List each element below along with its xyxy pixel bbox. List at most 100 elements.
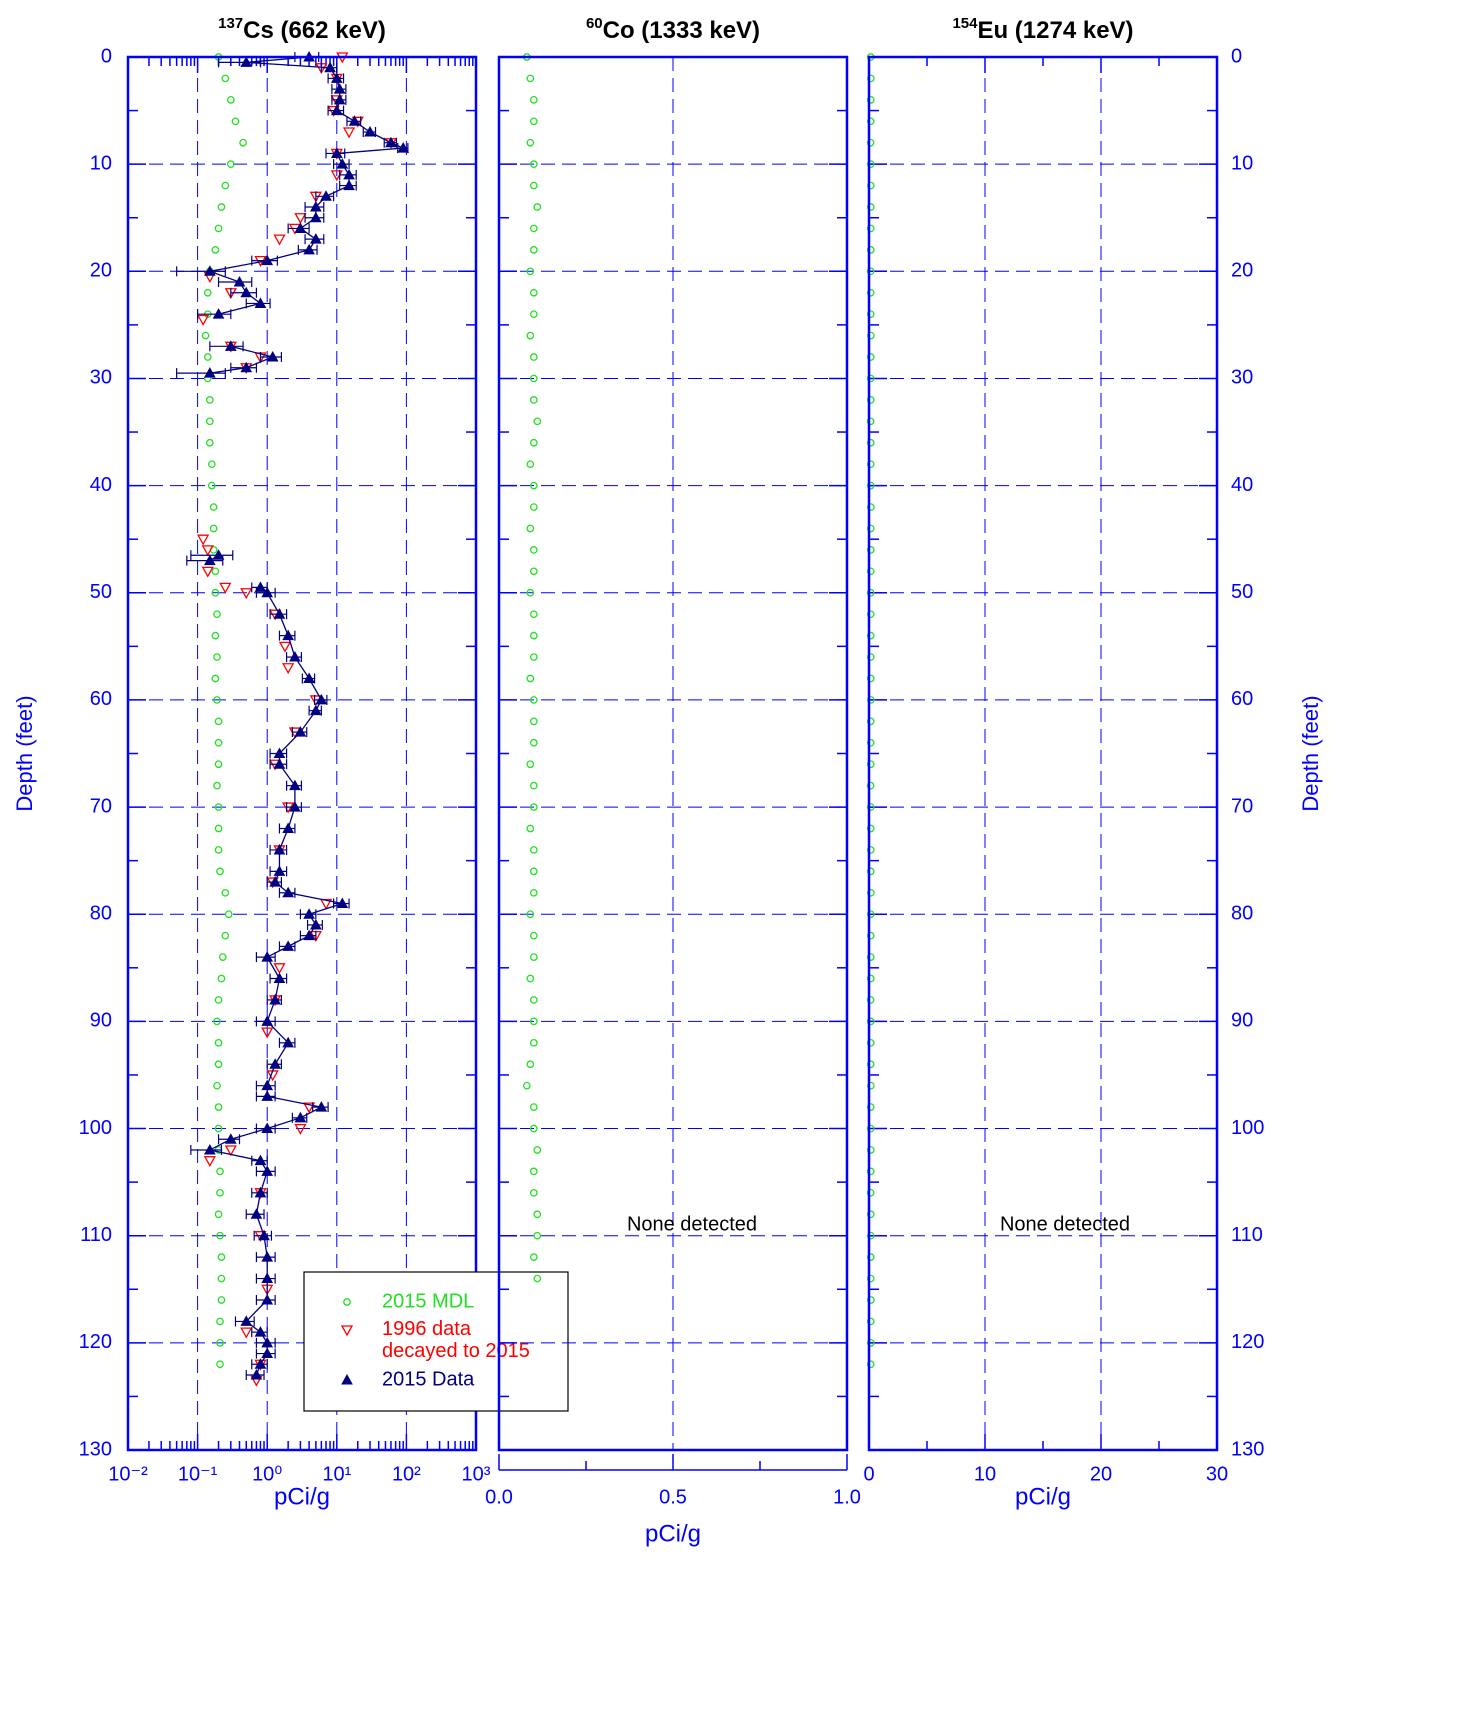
data-point: [273, 843, 286, 855]
data-point: [209, 524, 218, 533]
y-tick-label: 70: [1231, 795, 1253, 817]
data-point: [240, 588, 253, 600]
y-tick-label: 70: [90, 795, 112, 817]
data-point: [529, 181, 538, 190]
data-point: [526, 460, 535, 469]
data-point: [529, 117, 538, 126]
data-point: [214, 717, 223, 726]
title-text: Co (1333 keV): [603, 17, 760, 44]
data-point: [529, 246, 538, 254]
data-point: [211, 674, 220, 683]
data-point: [866, 781, 875, 790]
data-point: [526, 524, 535, 533]
data-point: [303, 929, 315, 941]
data-point: [294, 1111, 307, 1123]
data-point: [330, 104, 343, 116]
data-point: [529, 696, 538, 704]
data-point: [214, 224, 223, 233]
data-point: [216, 1188, 224, 1197]
data-point: [529, 353, 538, 361]
data-point: [254, 1358, 267, 1369]
data-point: [266, 351, 279, 362]
annotation: None detected: [627, 1213, 757, 1235]
data-point: [204, 265, 216, 276]
data-point: [214, 846, 223, 854]
plot-frame: [497, 55, 849, 1452]
data-point: [533, 1210, 542, 1219]
data-point: [866, 203, 875, 211]
data-point: [336, 897, 349, 909]
data-point: [282, 663, 295, 675]
data-point: [303, 908, 315, 919]
data-point: [866, 438, 875, 447]
data-point: [204, 367, 216, 378]
data-point: [261, 951, 274, 962]
data-point: [221, 74, 230, 83]
data-point: [866, 1017, 875, 1026]
data-point: [213, 1017, 221, 1026]
data-point: [273, 865, 286, 876]
data-point: [254, 1186, 267, 1198]
data-point: [529, 1103, 538, 1111]
y-tick-label: 90: [90, 1010, 112, 1032]
data-point: [866, 1060, 875, 1069]
data-point: [273, 963, 286, 975]
plot-frame: [867, 55, 1219, 1452]
data-point: [282, 629, 295, 641]
data-point: [231, 117, 240, 126]
legend-marker: [340, 1325, 354, 1337]
data-point: [529, 288, 538, 297]
data-point: [866, 760, 875, 769]
y-tick-label: 0: [1231, 45, 1242, 67]
data-point: [214, 824, 223, 833]
data-point: [261, 1015, 274, 1026]
data-point: [529, 438, 538, 447]
data-point: [206, 438, 214, 447]
data-point: [224, 340, 237, 351]
legend-box: [303, 1271, 569, 1412]
x-tick-label: 0.0: [485, 1486, 513, 1508]
data-point: [213, 781, 221, 790]
data-point: [866, 1038, 875, 1047]
y-tick-label: 130: [79, 1438, 112, 1460]
data-point: [866, 1317, 875, 1326]
data-point: [303, 672, 315, 683]
x-tick-label: 0: [863, 1463, 874, 1485]
data-point: [866, 267, 875, 276]
data-point: [866, 1360, 875, 1369]
data-point: [214, 1060, 223, 1069]
data-point: [224, 1145, 237, 1157]
data-point: [529, 953, 538, 961]
data-point: [216, 1167, 224, 1176]
x-tick-label: 10: [974, 1463, 996, 1485]
data-point: [261, 1272, 274, 1284]
data-point: [240, 56, 253, 67]
data-point: [526, 267, 535, 276]
legend-label-line: decayed to 2015: [382, 1340, 530, 1362]
y-tick-label: 60: [90, 688, 112, 710]
data-point: [269, 1058, 281, 1069]
data-point: [866, 1274, 875, 1283]
data-point: [261, 1090, 274, 1101]
data-point: [315, 693, 328, 705]
data-point: [526, 588, 535, 597]
data-point: [261, 1336, 274, 1348]
data-point: [529, 310, 538, 319]
data-point: [529, 717, 538, 726]
data-point: [233, 275, 246, 287]
data-point: [529, 610, 538, 619]
x-tick-label: 10⁻¹: [178, 1463, 218, 1485]
data-point: [216, 1360, 224, 1369]
data-point: [867, 503, 875, 511]
data-point: [529, 781, 538, 790]
data-point: [273, 234, 286, 246]
data-point: [261, 1079, 274, 1091]
data-point: [261, 1122, 274, 1134]
title-superscript: 137: [218, 15, 243, 32]
data-point: [289, 801, 301, 812]
data-point: [261, 1165, 274, 1176]
data-point: [214, 1103, 223, 1111]
data-point: [533, 417, 542, 426]
data-point: [867, 74, 875, 83]
legend-marker: [343, 1298, 351, 1306]
